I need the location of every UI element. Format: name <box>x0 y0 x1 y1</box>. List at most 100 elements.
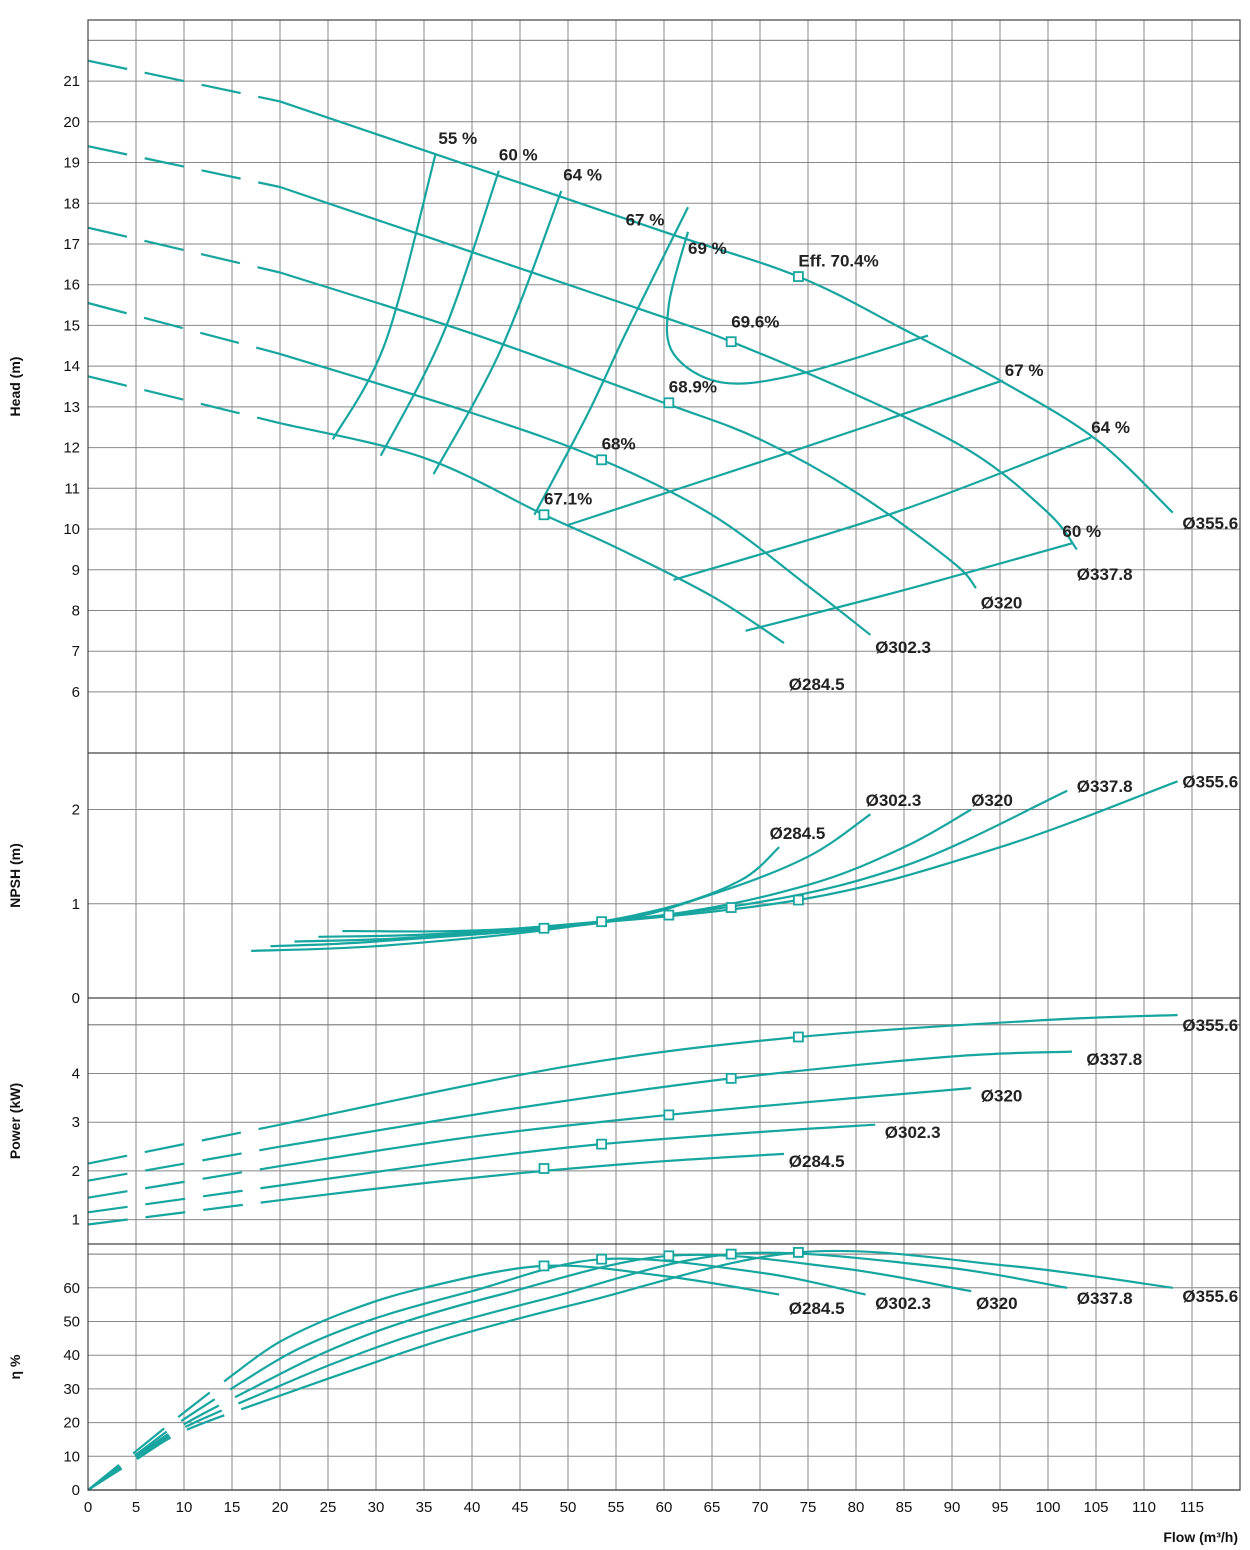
series-label: Ø337.8 <box>1077 565 1133 584</box>
efficiency-line <box>567 379 1004 527</box>
bep-marker <box>538 1260 550 1272</box>
x-tick-label: 5 <box>132 1499 140 1516</box>
y-tick-label: 2 <box>72 802 80 819</box>
curve-eff <box>241 1257 866 1384</box>
bep-label: 67.1% <box>544 489 592 508</box>
series-label: Ø337.8 <box>1086 1050 1142 1069</box>
bep-label: 68.9% <box>669 378 717 397</box>
bep-marker <box>793 1247 804 1258</box>
bep-marker <box>663 1109 675 1121</box>
bep-marker <box>663 909 675 921</box>
series-label: Ø355.6 <box>1182 1287 1238 1306</box>
series-label: Ø355.6 <box>1182 514 1238 533</box>
curve-head <box>279 422 785 644</box>
curve-power <box>279 1152 785 1202</box>
efficiency-line <box>673 436 1092 581</box>
curve-power <box>279 1013 1178 1126</box>
bep-marker <box>725 1248 737 1260</box>
efficiency-line <box>432 190 563 475</box>
y-tick-label: 3 <box>72 1114 80 1131</box>
bep-marker <box>596 1253 607 1265</box>
y-tick-label: 4 <box>72 1066 80 1083</box>
y-tick-label: 50 <box>63 1314 80 1331</box>
x-tick-label: 110 <box>1132 1499 1156 1516</box>
curve-head <box>279 271 977 589</box>
y-tick-label: 13 <box>63 399 80 416</box>
x-tick-label: 10 <box>176 1499 193 1516</box>
curve-head-dashed <box>87 145 281 189</box>
efficiency-line <box>745 542 1073 632</box>
efficiency-label: 60 % <box>499 145 538 164</box>
series-label: Ø320 <box>981 593 1023 612</box>
x-tick-label: 90 <box>944 1499 961 1516</box>
y-tick-label: 8 <box>72 602 80 619</box>
x-tick-label: 70 <box>752 1499 769 1516</box>
curve-head-dashed <box>87 301 281 355</box>
curve-eff-dashed <box>87 1397 271 1491</box>
series-label: Ø302.3 <box>875 1294 931 1313</box>
y-tick-label: 20 <box>63 114 80 131</box>
y-tick-label: 19 <box>63 155 80 172</box>
bep-label: Eff. 70.4% <box>798 251 878 270</box>
y-tick-label: 12 <box>63 440 80 457</box>
curve-head-dashed <box>87 375 281 425</box>
y-tick-label: 30 <box>63 1381 80 1398</box>
curve-power-dashed <box>87 1123 281 1165</box>
panel-power: 1 2 3 4 Power (kW) Ø355.6 Ø337.8 Ø320 Ø302.3 Ø284… <box>7 1013 1238 1229</box>
x-tick-label: 20 <box>272 1499 289 1516</box>
bep-marker <box>596 1138 607 1150</box>
bep-marker <box>538 1163 550 1174</box>
curve-eff <box>270 1249 1173 1401</box>
curve-power-dashed <box>87 1165 281 1199</box>
curve-npsh <box>294 808 972 943</box>
x-axis: 0 5 10 15 20 25 30 35 40 45 50 55 60 65 70 75 80 85 90 95 10… <box>84 1499 1238 1545</box>
y-tick-label: 15 <box>63 317 80 334</box>
bep-marker <box>725 902 737 913</box>
x-tick-label: 15 <box>224 1499 241 1516</box>
curve-power-dashed <box>87 1199 281 1226</box>
x-tick-label: 65 <box>704 1499 721 1516</box>
bep-marker <box>596 454 607 466</box>
y-tick-label: 11 <box>64 480 80 497</box>
y-tick-label: 6 <box>72 684 80 701</box>
bep-marker <box>725 1072 737 1084</box>
y-tick-label: 60 <box>63 1280 80 1297</box>
bep-marker <box>725 336 737 348</box>
x-tick-label: 30 <box>368 1499 385 1516</box>
x-tick-label: 95 <box>992 1499 1009 1516</box>
efficiency-label: 64 % <box>563 166 602 185</box>
x-tick-label: 60 <box>656 1499 673 1516</box>
efficiency-label: 69 % <box>688 239 727 258</box>
series-label: Ø284.5 <box>789 1299 845 1318</box>
y-tick-label: 18 <box>63 195 80 212</box>
plot-frame <box>87 19 1241 1491</box>
bep-marker <box>793 894 804 906</box>
curve-power <box>279 1123 876 1187</box>
curve-power-dashed <box>87 1184 281 1214</box>
series-label: Ø320 <box>981 1086 1023 1105</box>
x-tick-label: 50 <box>560 1499 577 1516</box>
y-tick-label: 2 <box>72 1163 80 1180</box>
x-tick-label: 45 <box>512 1499 529 1516</box>
series-label: Ø355.6 <box>1182 1016 1238 1035</box>
efficiency-label: 64 % <box>1091 418 1130 437</box>
efficiency-line <box>533 206 689 516</box>
x-tick-label: 55 <box>608 1499 625 1516</box>
y-tick-label: 10 <box>63 521 80 538</box>
x-tick-label: 35 <box>416 1499 433 1516</box>
y-tick-label: 20 <box>63 1415 80 1432</box>
x-tick-label: 0 <box>84 1499 92 1516</box>
series-label: Ø337.8 <box>1077 1289 1133 1308</box>
y-axis-label: NPSH (m) <box>7 843 23 908</box>
series-label: Ø302.3 <box>875 638 931 657</box>
panel-eff: 0 10 20 30 40 50 60 η % Ø284.5 Ø302.3 Ø320 Ø337.8 Ø3… <box>7 1247 1238 1499</box>
x-tick-label: 105 <box>1083 1499 1108 1516</box>
y-tick-label: 14 <box>63 358 80 375</box>
y-axis-label: Power (kW) <box>7 1083 23 1159</box>
efficiency-label: 67 % <box>1005 361 1044 380</box>
curve-power <box>279 1087 972 1168</box>
efficiency-line <box>331 154 437 440</box>
x-tick-label: 25 <box>320 1499 337 1516</box>
bep-marker <box>596 916 607 928</box>
x-tick-label: 40 <box>464 1499 481 1516</box>
